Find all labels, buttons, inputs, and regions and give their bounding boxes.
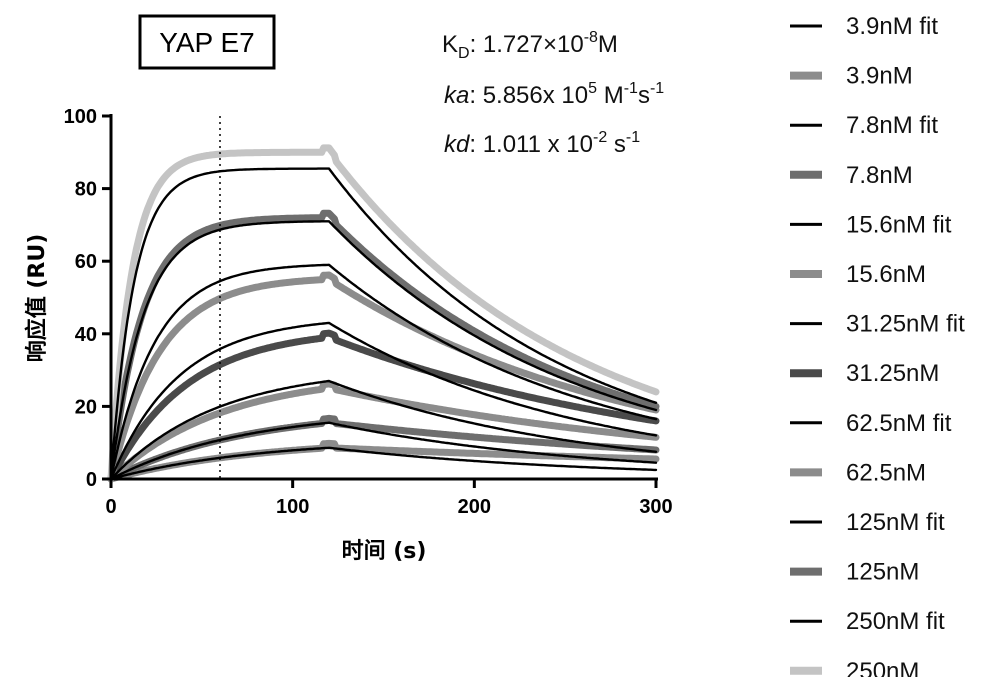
legend-label: 31.25nM fit <box>846 311 965 338</box>
axes: 0 20 40 60 80 100 0 100 200 300 <box>64 106 673 518</box>
series-line-62_5nm-fit <box>109 263 658 481</box>
series-line-3_9nm-fit <box>109 446 658 481</box>
y-tick-label: 80 <box>75 179 97 201</box>
legend: 3.9nM fit 3.9nM 7.8nM fit 7.8nM 15.6nM fit 15… <box>790 13 965 677</box>
legend-label: 125nM <box>846 559 919 586</box>
y-tick-label: 60 <box>75 251 97 273</box>
legend-label: 250nM <box>846 658 919 677</box>
series-line-31_25nm <box>107 329 660 483</box>
series-line-31_25nm-fit <box>109 321 658 481</box>
legend-label: 7.8nM fit <box>846 112 938 139</box>
title-frame <box>138 14 276 70</box>
series-line-7_8nm-fit <box>109 421 658 481</box>
legend-label: 7.8nM <box>846 162 913 189</box>
legend-label: 3.9nM fit <box>846 13 938 40</box>
x-tick-label: 0 <box>105 496 116 518</box>
chart-title-box: YAP E7 <box>138 14 276 70</box>
annotation-kd-equilibrium: KD: 1.727×10-8M <box>442 29 618 62</box>
legend-label: 3.9nM <box>846 63 913 90</box>
x-tick-label: 100 <box>276 496 309 518</box>
chart-title: YAP E7 <box>159 27 254 58</box>
y-tick-label: 0 <box>86 469 97 491</box>
legend-label: 31.25nM <box>846 360 939 387</box>
x-tick-label: 200 <box>458 496 491 518</box>
x-tick-label: 300 <box>639 496 672 518</box>
y-axis-title: 响应值 (RU) <box>24 234 50 363</box>
series-line-62_5nm <box>107 271 660 483</box>
series-line-125nm-fit <box>109 220 658 481</box>
legend-label: 15.6nM fit <box>846 211 952 238</box>
kinetic-annotations: KD: 1.727×10-8M ka: 5.856x 105 M-1s-1 kd… <box>442 29 664 158</box>
legend-label: 15.6nM <box>846 261 926 288</box>
series-line-15_6nm-fit <box>109 379 658 481</box>
legend-label: 125nM fit <box>846 509 945 536</box>
y-tick-label: 100 <box>64 106 97 128</box>
plot-curves <box>107 144 660 483</box>
series-line-125nm <box>107 209 660 483</box>
legend-label: 250nM fit <box>846 608 945 635</box>
legend-label: 62.5nM fit <box>846 410 952 437</box>
series-line-250nm-fit <box>109 167 658 481</box>
x-axis-title: 时间 (s) <box>342 539 427 564</box>
series-line-250nm <box>107 144 660 483</box>
legend-label: 62.5nM <box>846 459 926 486</box>
annotation-kd: kd: 1.011 x 10-2 s-1 <box>444 129 640 158</box>
y-tick-label: 20 <box>75 396 97 418</box>
annotation-ka: ka: 5.856x 105 M-1s-1 <box>444 80 664 109</box>
y-tick-label: 40 <box>75 324 97 346</box>
